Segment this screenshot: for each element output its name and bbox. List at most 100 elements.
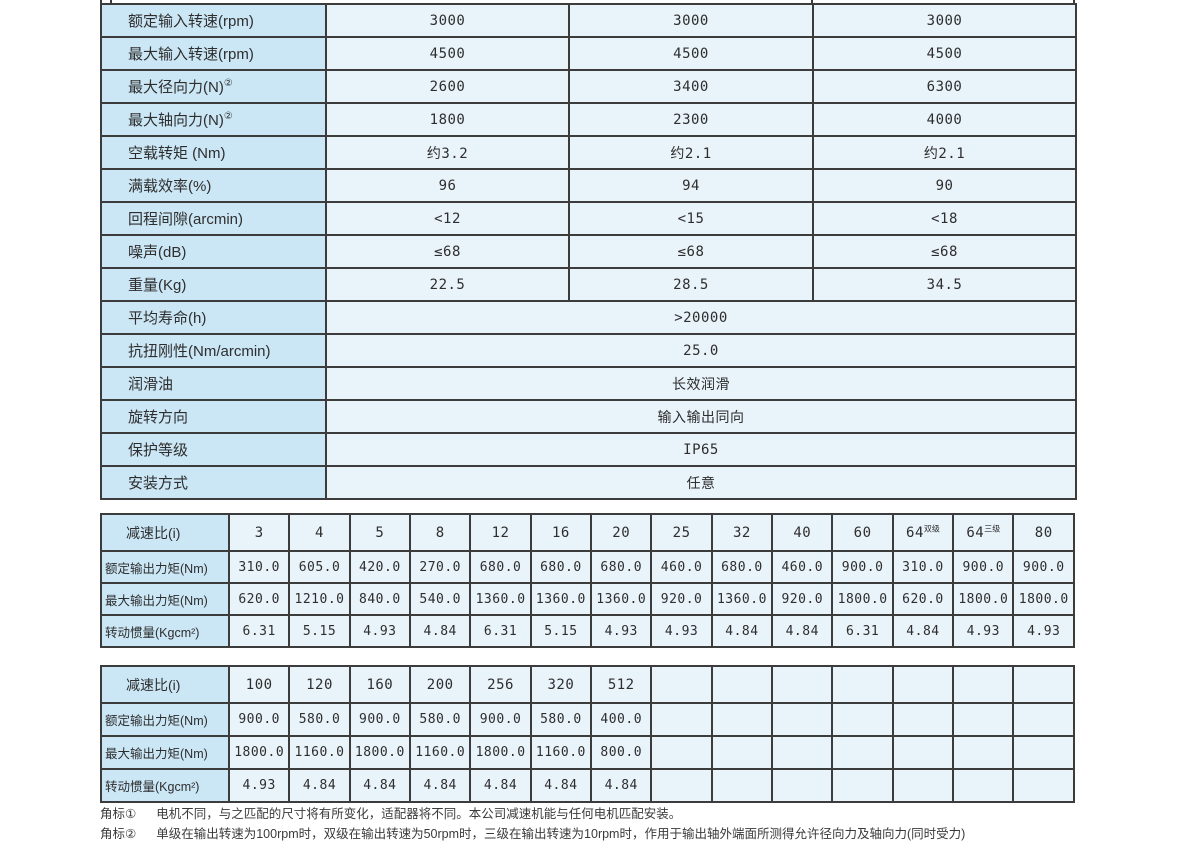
- ratio-header-cell: 16: [529, 513, 593, 552]
- ratio-value-cell: [771, 735, 834, 770]
- ratio-header-cell: [831, 665, 894, 704]
- table-edge-remnant: [1073, 0, 1075, 5]
- ratio-value-cell: [650, 735, 713, 770]
- spec-value-cell: 90: [812, 168, 1077, 203]
- spec-row-label: 空载转矩 (Nm): [100, 135, 327, 170]
- spec-row: 重量(Kg) 22.5 28.5 34.5: [100, 267, 1077, 302]
- ratio-value-cell: 605.0: [288, 550, 351, 584]
- ratio-value-cell: 620.0: [227, 582, 291, 616]
- spec-value-cell: ≤68: [568, 234, 814, 269]
- spec-row-label: 最大轴向力(N)②: [100, 102, 327, 137]
- ratio-value-cell: [831, 702, 894, 737]
- ratio-value-cell: 900.0: [348, 702, 412, 737]
- spec-row: 空载转矩 (Nm) 约3.2 约2.1 约2.1: [100, 135, 1077, 170]
- ratio-value-cell: 800.0: [590, 735, 653, 770]
- ratio-header-cell: 80: [1012, 513, 1075, 552]
- ratio-value-cell: [710, 735, 774, 770]
- spec-value-cell: ≤68: [812, 234, 1077, 269]
- ratio-value-cell: 310.0: [891, 550, 955, 584]
- spec-value-cell: 约3.2: [325, 135, 570, 170]
- spec-row: 噪声(dB) ≤68 ≤68 ≤68: [100, 234, 1077, 269]
- ratio-value-cell: 1210.0: [288, 582, 351, 616]
- ratio-value-cell: 4.84: [409, 768, 472, 803]
- spec-row-label: 润滑油: [100, 366, 327, 401]
- ratio-corner-label: 减速比(i): [100, 665, 230, 704]
- spec-row-label: 最大输入转速(rpm): [100, 36, 327, 71]
- ratio-value-cell: 4.93: [1012, 614, 1075, 648]
- spec-row: 额定输入转速(rpm) 3000 3000 3000: [100, 3, 1077, 38]
- spec-row: 满载效率(%) 96 94 90: [100, 168, 1077, 203]
- ratio-value-cell: 5.15: [529, 614, 593, 648]
- ratio-row-label: 最大输出力矩(Nm): [100, 582, 230, 616]
- spec-row: 安装方式 任意: [100, 465, 1077, 500]
- ratio-value-cell: [1012, 768, 1075, 803]
- ratio-value-cell: 1800.0: [227, 735, 291, 770]
- ratio-header-cell: 3: [227, 513, 291, 552]
- ratio-specs-table-low: 减速比(i) 3 4 5 8 12 16 20 25 32 40 60 64双级 64三级 80 额定输出力矩…: [100, 513, 1075, 648]
- spec-value-cell: 4500: [568, 36, 814, 71]
- ratio-value-cell: 6.31: [831, 614, 894, 648]
- ratio-value-cell: [891, 702, 955, 737]
- ratio-data-row: 最大输出力矩(Nm) 620.0 1210.0 840.0 540.0 1360.0 136…: [100, 582, 1075, 616]
- spec-value-cell: 96: [325, 168, 570, 203]
- spec-value-cell: 3000: [812, 3, 1077, 38]
- ratio-header-cell: [650, 665, 713, 704]
- ratio-header-cell: 64三级: [952, 513, 1015, 552]
- spec-row: 润滑油 长效润滑: [100, 366, 1077, 401]
- ratio-row-label: 额定输出力矩(Nm): [100, 702, 230, 737]
- ratio-header-cell: 32: [710, 513, 774, 552]
- ratio-value-cell: 4.93: [650, 614, 713, 648]
- ratio-value-cell: 460.0: [650, 550, 713, 584]
- spec-value-cell-merged: 长效润滑: [325, 366, 1077, 401]
- spec-row: 旋转方向 输入输出同向: [100, 399, 1077, 434]
- ratio-value-cell: [710, 702, 774, 737]
- ratio-value-cell: 4.84: [891, 614, 955, 648]
- spec-row-label: 重量(Kg): [100, 267, 327, 302]
- ratio-value-cell: 4.93: [952, 614, 1015, 648]
- spec-row-label: 保护等级: [100, 432, 327, 467]
- ratio-value-cell: 1160.0: [529, 735, 593, 770]
- ratio-header-cell: 120: [288, 665, 351, 704]
- ratio-value-cell: 840.0: [348, 582, 412, 616]
- spec-row-label: 平均寿命(h): [100, 300, 327, 335]
- spec-row-label: 回程间隙(arcmin): [100, 201, 327, 236]
- ratio-value-cell: [891, 735, 955, 770]
- spec-value-cell: 约2.1: [812, 135, 1077, 170]
- spec-value-cell: 2600: [325, 69, 570, 104]
- ratio-data-row: 转动惯量(Kgcm²) 4.93 4.84 4.84 4.84 4.84 4.84 4.84: [100, 768, 1075, 803]
- spec-row-label: 旋转方向: [100, 399, 327, 434]
- ratio-value-cell: 4.84: [771, 614, 834, 648]
- spec-value-cell: <18: [812, 201, 1077, 236]
- ratio-value-cell: 900.0: [1012, 550, 1075, 584]
- spec-value-cell: 3000: [325, 3, 570, 38]
- ratio-value-cell: 680.0: [469, 550, 532, 584]
- spec-value-cell: 3000: [568, 3, 814, 38]
- ratio-value-cell: 680.0: [710, 550, 774, 584]
- ratio-value-cell: 580.0: [288, 702, 351, 737]
- footnote-marker: ②: [223, 111, 233, 122]
- ratio-header-cell: 5: [348, 513, 412, 552]
- ratio-value-cell: 4.84: [288, 768, 351, 803]
- ratio-value-cell: [1012, 735, 1075, 770]
- table-edge-remnant: [811, 0, 813, 5]
- spec-row: 平均寿命(h) >20000: [100, 300, 1077, 335]
- ratio-value-cell: [771, 768, 834, 803]
- ratio-value-cell: 1360.0: [590, 582, 653, 616]
- ratio-header-row: 减速比(i) 100 120 160 200 256 320 512: [100, 665, 1075, 704]
- ratio-value-cell: 420.0: [348, 550, 412, 584]
- ratio-header-cell: 4: [288, 513, 351, 552]
- ratio-value-cell: [771, 702, 834, 737]
- ratio-value-cell: 310.0: [227, 550, 291, 584]
- ratio-header-cell: [952, 665, 1015, 704]
- ratio-corner-label: 减速比(i): [100, 513, 230, 552]
- ratio-header-cell: 512: [590, 665, 653, 704]
- ratio-value-cell: 6.31: [469, 614, 532, 648]
- ratio-row-label: 额定输出力矩(Nm): [100, 550, 230, 584]
- ratio-value-cell: 270.0: [409, 550, 472, 584]
- ratio-value-cell: 4.93: [590, 614, 653, 648]
- ratio-value-cell: 1360.0: [469, 582, 532, 616]
- ratio-value-cell: 4.93: [348, 614, 412, 648]
- footnote-1-tag: 角标①: [100, 807, 137, 821]
- ratio-value-cell: 4.93: [227, 768, 291, 803]
